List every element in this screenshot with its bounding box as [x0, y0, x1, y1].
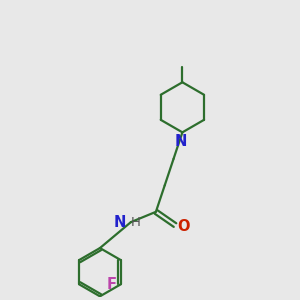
Text: N: N: [113, 214, 126, 230]
Text: O: O: [177, 219, 190, 234]
Text: H: H: [130, 216, 140, 229]
Text: F: F: [106, 277, 116, 292]
Text: N: N: [175, 134, 187, 149]
